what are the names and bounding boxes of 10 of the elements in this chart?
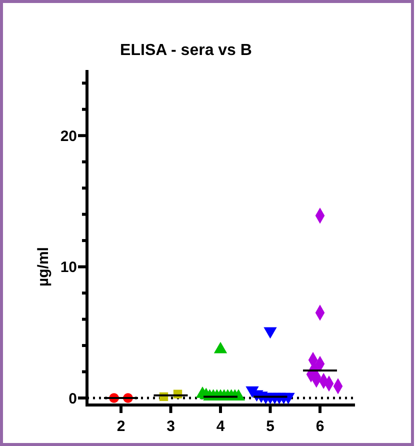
x-tick-label: 5 (266, 418, 274, 435)
x-tick-label: 4 (216, 418, 226, 435)
y-tick-label: 10 (60, 259, 77, 276)
x-tick-label: 2 (116, 418, 126, 435)
x-tick-label: 3 (166, 418, 175, 435)
y-axis-title: µg/ml (35, 247, 52, 287)
chart-title: ELISA - sera vs B (120, 42, 252, 59)
y-tick-label: 0 (68, 390, 77, 408)
y-tick-label: 20 (60, 128, 77, 145)
x-tick-label: 6 (316, 418, 324, 435)
